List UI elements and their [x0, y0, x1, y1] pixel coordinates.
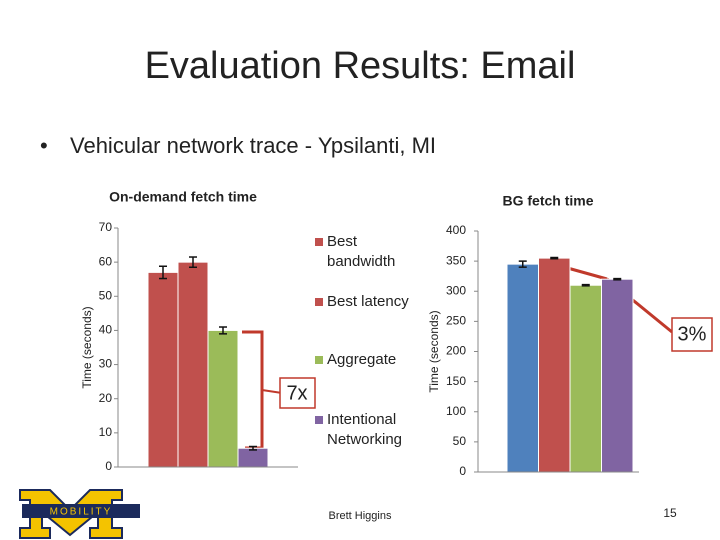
- legend-swatch: [315, 356, 323, 364]
- y-tick-label: 0: [459, 464, 466, 478]
- y-tick-label: 350: [446, 253, 466, 267]
- y-tick-label: 250: [446, 314, 466, 328]
- y-tick-label: 20: [99, 391, 113, 405]
- bullet-dot: •: [40, 133, 48, 158]
- bar: [147, 271, 179, 468]
- legend-label: Best bandwidth: [327, 233, 396, 270]
- bar: [601, 278, 634, 473]
- legend-label: Best latency: [327, 293, 409, 310]
- y-tick-label: 100: [446, 404, 466, 418]
- y-tick-label: 50: [453, 434, 467, 448]
- bar: [177, 261, 209, 468]
- y-tick-label: 10: [99, 425, 113, 439]
- y-tick-label: 400: [446, 223, 466, 237]
- logo-text: MOBILITY: [50, 507, 113, 518]
- chart-title: BG fetch time: [502, 193, 593, 209]
- annotation-box: [671, 317, 713, 352]
- y-tick-label: 30: [99, 357, 113, 371]
- y-tick-label: 200: [446, 344, 466, 358]
- y-tick-label: 0: [105, 459, 112, 473]
- y-tick-label: 70: [99, 220, 113, 234]
- bracket: [242, 330, 264, 450]
- y-tick-label: 300: [446, 283, 466, 297]
- chart-title: On-demand fetch time: [109, 189, 257, 205]
- page-number: 15: [663, 506, 677, 520]
- y-tick-label: 50: [99, 288, 113, 302]
- y-axis-label: Time (seconds): [80, 306, 94, 388]
- legend-swatch: [315, 298, 323, 306]
- bar: [569, 284, 602, 473]
- slide-title: Evaluation Results: Email: [145, 45, 576, 87]
- y-axis-label: Time (seconds): [427, 310, 441, 392]
- annotation-box: [279, 377, 316, 409]
- bar: [506, 263, 539, 473]
- logo: MOBILITY: [19, 489, 140, 539]
- annotation: 3%: [678, 323, 707, 345]
- bullet-text: Vehicular network trace - Ypsilanti, MI: [70, 133, 436, 158]
- legend-swatch: [315, 416, 323, 424]
- y-tick-label: 40: [99, 323, 113, 337]
- footer: Brett Higgins: [329, 510, 392, 522]
- annotation: 7x: [286, 382, 307, 404]
- bar: [207, 329, 239, 468]
- y-tick-label: 60: [99, 254, 113, 268]
- y-tick-label: 150: [446, 374, 466, 388]
- legend-label: Intentional Networking: [327, 411, 403, 448]
- bracket-pointer: [261, 389, 283, 394]
- legend-swatch: [315, 238, 323, 246]
- bar: [237, 447, 269, 468]
- bar: [538, 257, 571, 473]
- legend-label: Aggregate: [327, 351, 397, 368]
